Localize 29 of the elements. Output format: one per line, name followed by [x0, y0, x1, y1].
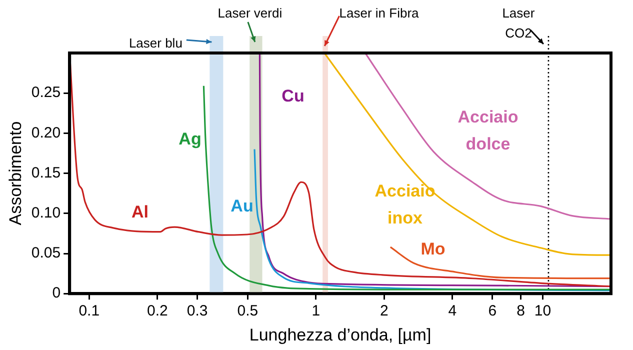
- y-axis-title: Assorbimento: [6, 121, 25, 226]
- series-label: Acciaio dolce: [458, 108, 518, 154]
- band-label: Laser blu: [128, 36, 182, 51]
- x-tick-label: 6: [488, 302, 497, 320]
- band-label: Laser in Fibra: [339, 6, 420, 21]
- band-label: Laser verdi: [218, 6, 282, 21]
- series-label: Au: [230, 196, 254, 216]
- y-tick-label: 0.05: [31, 244, 61, 262]
- x-tick-label: 8: [516, 302, 525, 320]
- x-axis-title: Lunghezza d’onda, [µm]: [249, 325, 432, 344]
- x-tick-label: 4: [448, 302, 457, 320]
- y-tick-label: 0.20: [31, 124, 61, 142]
- series-label: Cu: [282, 86, 304, 106]
- y-tick-label: 0: [52, 284, 61, 302]
- x-tick-label: 2: [380, 302, 388, 320]
- y-tick-label: 0.15: [31, 164, 61, 182]
- x-tick-label: 10: [534, 302, 552, 320]
- x-tick-label: 0.3: [186, 302, 208, 320]
- series-label: Acciaio inox: [374, 182, 436, 228]
- y-tick-label: 0.25: [31, 84, 61, 102]
- x-tick-label: 1: [312, 302, 320, 320]
- ref-line-label: Laser CO2: [502, 6, 536, 41]
- x-tick-label: 0.1: [78, 302, 100, 320]
- series-label: Al: [132, 202, 148, 222]
- series-label: Mo: [420, 240, 446, 259]
- x-tick-label: 0.5: [237, 302, 258, 320]
- x-tick-label: 0.2: [146, 302, 168, 320]
- series-label: Ag: [178, 130, 202, 149]
- y-tick-label: 0.10: [31, 204, 61, 222]
